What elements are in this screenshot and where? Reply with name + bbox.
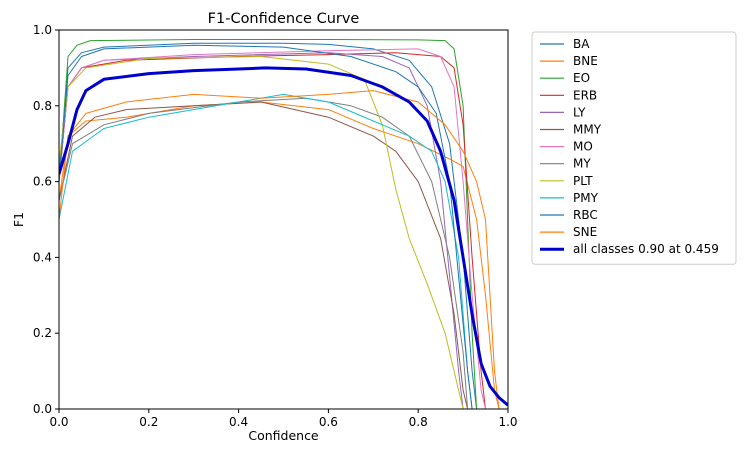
series-line-erb	[59, 52, 486, 409]
series-line-mo	[59, 48, 486, 409]
series-line-pmy	[59, 93, 473, 409]
y-tick-label: 0.6	[33, 175, 52, 189]
x-tick-label: 0.6	[319, 415, 338, 429]
y-axis-title: F1	[11, 212, 26, 227]
legend-label: BNE	[573, 54, 598, 68]
legend-label: MY	[573, 157, 591, 171]
legend-label: MMY	[573, 123, 602, 137]
legend-label: SNE	[573, 225, 597, 239]
y-tick-label: 1.0	[33, 23, 52, 37]
y-tick-label: 0.4	[33, 250, 52, 264]
series-line-rbc	[59, 44, 473, 409]
y-tick-label: 0.8	[33, 99, 52, 113]
legend-label: RBC	[573, 208, 598, 222]
series-line-mmy	[59, 101, 469, 409]
legend-label: PMY	[573, 191, 599, 205]
legend-label: MO	[573, 140, 593, 154]
x-tick-label: 0.4	[229, 415, 248, 429]
x-tick-label: 1.0	[498, 415, 517, 429]
x-tick-label: 0.0	[49, 415, 68, 429]
series-line-my	[59, 97, 469, 409]
legend-label: ERB	[573, 88, 597, 102]
series-line-sne	[59, 90, 500, 409]
legend-box	[531, 31, 737, 265]
plot-area-frame	[58, 29, 509, 410]
legend-label: EO	[573, 71, 590, 85]
chart-title: F1-Confidence Curve	[208, 11, 360, 27]
legend: BA BNE EO ERB LY MMY MO MY PLT PMY RBC SNE all class…	[531, 31, 737, 265]
legend-label: BA	[573, 37, 590, 51]
series-line-plt	[59, 56, 464, 409]
legend-label: all classes 0.90 at 0.459	[573, 242, 719, 256]
series-line-ly	[59, 52, 464, 409]
y-tick-label: 0.0	[33, 402, 52, 416]
legend-label: LY	[573, 105, 586, 119]
y-tick-label: 0.2	[33, 326, 52, 340]
legend-label: PLT	[573, 174, 593, 188]
series-line-all	[59, 66, 508, 407]
axis-ticks: 0.0 0.2 0.4 0.6 0.8 1.0 0.0 0.2 0.4 0.6 0.8 1.0	[33, 23, 518, 429]
x-axis-title: Confidence	[248, 428, 319, 443]
x-tick-label: 0.8	[409, 415, 428, 429]
series-line-eo	[59, 39, 478, 409]
series-line-bne	[59, 101, 500, 409]
x-tick-label: 0.2	[139, 415, 158, 429]
series-layer	[59, 39, 508, 409]
